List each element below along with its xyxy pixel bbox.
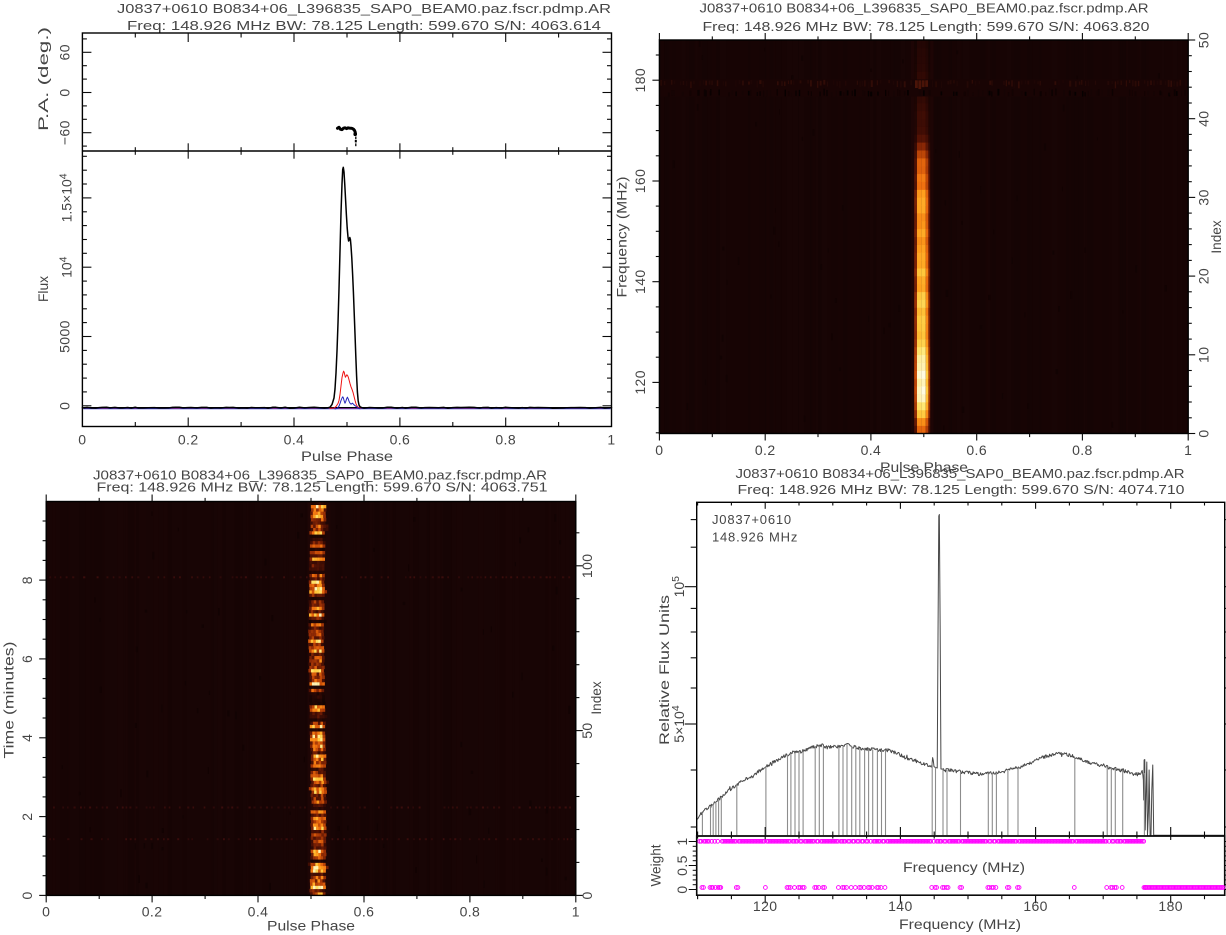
svg-text:0.6: 0.6 — [390, 432, 411, 448]
svg-text:Relative Flux Units: Relative Flux Units — [657, 595, 672, 745]
svg-text:120: 120 — [753, 898, 778, 914]
svg-text:40: 40 — [1196, 111, 1212, 127]
svg-text:1: 1 — [607, 432, 615, 448]
svg-text:140: 140 — [888, 898, 913, 914]
svg-text:0.6: 0.6 — [354, 904, 375, 920]
svg-text:148.926 MHz: 148.926 MHz — [712, 530, 798, 545]
svg-text:Frequency (MHz): Frequency (MHz) — [903, 860, 1025, 875]
svg-text:180: 180 — [632, 68, 648, 93]
svg-text:0: 0 — [19, 891, 35, 899]
svg-text:Frequency (MHz): Frequency (MHz) — [615, 177, 630, 298]
svg-text:8: 8 — [19, 576, 35, 584]
svg-text:100: 100 — [579, 554, 595, 579]
svg-text:0: 0 — [57, 88, 73, 96]
svg-text:0: 0 — [57, 402, 73, 410]
svg-text:5×104: 5×104 — [670, 705, 687, 743]
svg-text:20: 20 — [1196, 268, 1212, 284]
svg-text:Freq: 148.926 MHz BW: 78.125 L: Freq: 148.926 MHz BW: 78.125 Length: 599… — [703, 19, 1150, 34]
svg-text:0.4: 0.4 — [248, 904, 269, 920]
svg-text:Pulse Phase: Pulse Phase — [301, 449, 393, 464]
svg-text:P.A. (deg.): P.A. (deg.) — [36, 27, 51, 131]
svg-text:J0837+0610 B0834+06_L396835_SA: J0837+0610 B0834+06_L396835_SAP0_BEAM0.p… — [93, 468, 547, 483]
svg-text:Time (minutes): Time (minutes) — [2, 642, 17, 759]
svg-text:0.2: 0.2 — [755, 442, 776, 458]
svg-text:0: 0 — [674, 885, 690, 893]
svg-text:0.4: 0.4 — [284, 432, 305, 448]
svg-text:Freq: 148.926 MHz BW: 78.125 L: Freq: 148.926 MHz BW: 78.125 Length: 599… — [97, 480, 548, 495]
svg-text:0: 0 — [1196, 429, 1212, 437]
svg-text:1: 1 — [572, 904, 580, 920]
svg-text:0: 0 — [579, 891, 595, 899]
svg-text:60: 60 — [57, 44, 73, 60]
svg-text:10: 10 — [1196, 347, 1212, 363]
svg-text:Index: Index — [1209, 220, 1224, 253]
svg-text:180: 180 — [1158, 898, 1183, 914]
svg-text:4: 4 — [19, 734, 35, 742]
svg-text:160: 160 — [632, 169, 648, 194]
svg-text:6: 6 — [19, 655, 35, 663]
svg-text:1: 1 — [674, 837, 690, 845]
svg-text:Pulse Phase: Pulse Phase — [267, 919, 355, 934]
svg-text:0: 0 — [78, 432, 86, 448]
svg-text:J0837+0610 B0834+06_L396835_SA: J0837+0610 B0834+06_L396835_SAP0_BEAM0.p… — [736, 466, 1185, 481]
svg-text:140: 140 — [632, 269, 648, 294]
svg-text:1: 1 — [1184, 442, 1192, 458]
svg-text:1.5×104: 1.5×104 — [58, 173, 75, 222]
svg-text:0.4: 0.4 — [861, 442, 882, 458]
svg-text:50: 50 — [579, 722, 595, 738]
svg-text:0.5: 0.5 — [674, 855, 690, 876]
svg-text:0: 0 — [655, 442, 663, 458]
svg-text:30: 30 — [1196, 189, 1212, 205]
svg-text:0.2: 0.2 — [142, 904, 163, 920]
svg-text:120: 120 — [632, 370, 648, 395]
svg-text:J0837+0610: J0837+0610 — [712, 512, 792, 527]
svg-text:2: 2 — [19, 813, 35, 821]
svg-text:Freq: 148.926 MHz BW: 78.125 L: Freq: 148.926 MHz BW: 78.125 Length: 599… — [738, 482, 1185, 497]
svg-text:0: 0 — [42, 904, 50, 920]
svg-text:Frequency (MHz): Frequency (MHz) — [899, 917, 1021, 932]
svg-text:Pulse Phase: Pulse Phase — [880, 460, 968, 475]
svg-text:−60: −60 — [57, 120, 73, 145]
svg-text:J0837+0610 B0834+06_L396835_SA: J0837+0610 B0834+06_L396835_SAP0_BEAM0.p… — [117, 1, 611, 16]
svg-text:0.6: 0.6 — [966, 442, 987, 458]
svg-text:0.2: 0.2 — [178, 432, 199, 448]
svg-text:J0837+0610 B0834+06_L396835_SA: J0837+0610 B0834+06_L396835_SAP0_BEAM0.p… — [700, 1, 1149, 16]
svg-text:5000: 5000 — [57, 320, 73, 353]
svg-text:0.8: 0.8 — [495, 432, 516, 448]
svg-text:Freq: 148.926 MHz BW: 78.125 L: Freq: 148.926 MHz BW: 78.125 Length: 599… — [127, 18, 601, 33]
svg-text:Flux: Flux — [36, 276, 51, 302]
svg-text:50: 50 — [1196, 32, 1212, 48]
svg-text:Index: Index — [589, 681, 604, 714]
svg-text:160: 160 — [1023, 898, 1048, 914]
svg-text:0.8: 0.8 — [1072, 442, 1093, 458]
svg-text:0.8: 0.8 — [460, 904, 481, 920]
svg-text:Weight: Weight — [649, 844, 664, 886]
